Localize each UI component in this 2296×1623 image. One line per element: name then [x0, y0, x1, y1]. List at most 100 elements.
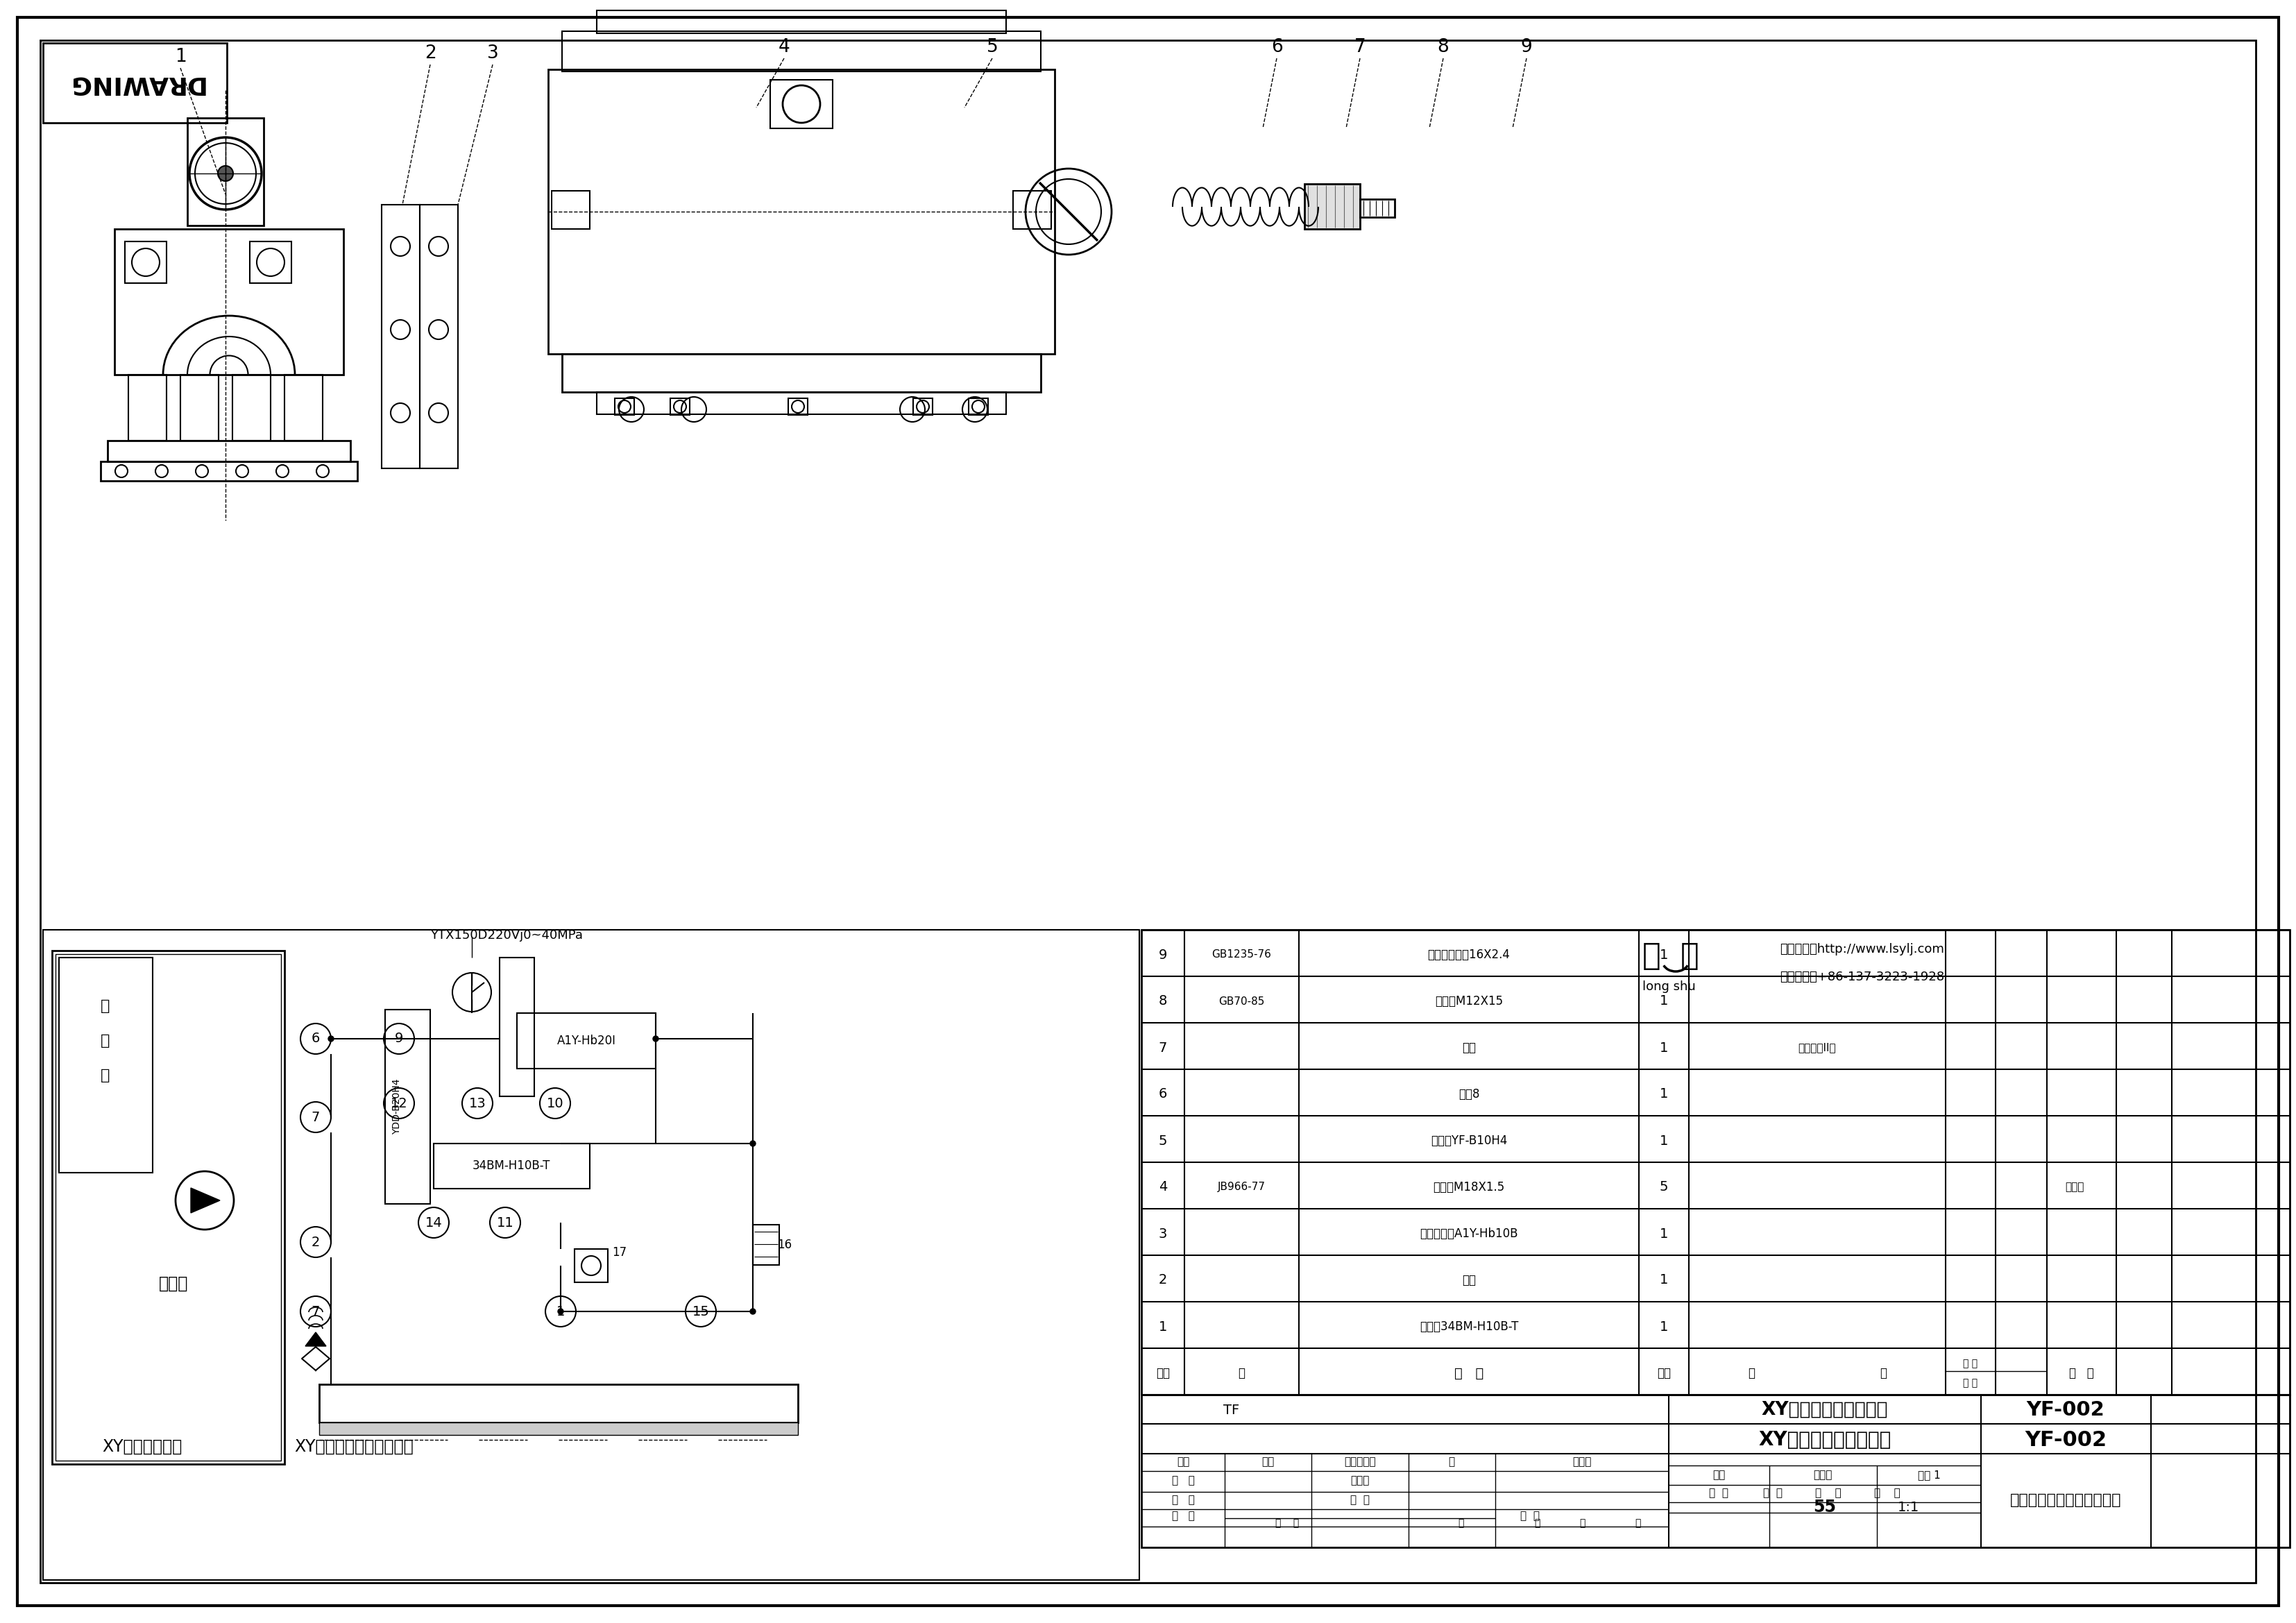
Text: 筱: 筱	[101, 1068, 110, 1083]
Text: 控: 控	[101, 1034, 110, 1048]
Text: 1:1: 1:1	[1896, 1501, 1919, 1514]
Bar	[753, 1225, 778, 1264]
Text: 产品展示：http://www.lsylj.com: 产品展示：http://www.lsylj.com	[1779, 943, 1945, 956]
Text: 5: 5	[987, 39, 999, 57]
Text: 油管接M18X1.5: 油管接M18X1.5	[1433, 1182, 1504, 1193]
Text: 13: 13	[468, 1097, 487, 1110]
Bar	[670, 398, 689, 415]
Text: 压盖: 压盖	[1463, 1042, 1476, 1053]
Text: 共: 共	[1458, 1518, 1463, 1527]
Text: 审   核: 审 核	[1171, 1511, 1194, 1521]
Text: 1: 1	[1660, 1319, 1669, 1334]
Text: 电: 电	[101, 1000, 110, 1013]
Text: 7: 7	[312, 1305, 319, 1318]
Text: 换向阀34BM-H10B-T: 换向阀34BM-H10B-T	[1419, 1321, 1518, 1332]
Text: A1Y-Hb20I: A1Y-Hb20I	[558, 1034, 615, 1047]
Text: 11: 11	[496, 1216, 514, 1229]
Text: 技术支持：+86-137-3223-1928: 技术支持：+86-137-3223-1928	[1779, 971, 1945, 984]
Bar	[285, 375, 324, 440]
Text: YF-002: YF-002	[2025, 1430, 2108, 1449]
Text: DRAWING: DRAWING	[67, 71, 204, 96]
Bar	[914, 398, 932, 415]
Text: 7: 7	[312, 1110, 319, 1123]
Text: 钙8: 钙8	[1458, 1087, 1479, 1100]
Text: 代: 代	[1238, 1367, 1244, 1380]
Text: GB70-85: GB70-85	[1219, 997, 1265, 1006]
Text: 液控单向阀A1Y-Hb10B: 液控单向阀A1Y-Hb10B	[1419, 1227, 1518, 1240]
Text: 数量: 数量	[1658, 1367, 1671, 1380]
Text: 张: 张	[1635, 1518, 1639, 1527]
Bar	[129, 375, 168, 440]
Bar	[551, 192, 590, 229]
Text: 9: 9	[1520, 39, 1531, 57]
Bar	[53, 951, 285, 1464]
Text: 16: 16	[776, 1238, 792, 1251]
Bar	[115, 229, 344, 375]
Text: 材料: 材料	[1713, 1470, 1724, 1480]
Text: 单 重: 单 重	[1963, 1358, 1977, 1368]
Text: 7: 7	[1159, 1042, 1166, 1055]
Text: 滤油器YF-B10H4: 滤油器YF-B10H4	[1430, 1134, 1506, 1147]
Text: 设   计: 设 计	[1171, 1475, 1194, 1487]
Text: XY自动保压型阀体组件: XY自动保压型阀体组件	[1761, 1401, 1887, 1419]
Text: 1: 1	[556, 1305, 565, 1318]
Text: YTX150D220Vj0~40MPa: YTX150D220Vj0~40MPa	[429, 928, 583, 941]
Bar	[563, 31, 1040, 71]
Bar	[188, 118, 264, 226]
Bar	[1304, 183, 1359, 229]
Text: 5: 5	[1159, 1134, 1166, 1147]
Text: 1: 1	[174, 47, 186, 67]
Text: 标准化: 标准化	[1350, 1475, 1368, 1487]
Text: 序号: 序号	[1155, 1367, 1171, 1380]
Bar	[1141, 1394, 2289, 1547]
Text: 签: 签	[1449, 1457, 1456, 1467]
Bar	[434, 1144, 590, 1188]
Text: 1: 1	[1159, 1319, 1166, 1334]
Bar	[1359, 200, 1394, 217]
Text: XY型液压站总成: XY型液压站总成	[103, 1438, 181, 1456]
Text: 字日期: 字日期	[1573, 1457, 1591, 1467]
Bar	[55, 954, 280, 1461]
Text: 图  样: 图 样	[1708, 1488, 1729, 1498]
Text: 内六角M12X15: 内六角M12X15	[1435, 995, 1504, 1008]
Text: 龙: 龙	[1642, 941, 1660, 971]
Bar	[969, 398, 987, 415]
Bar	[124, 242, 168, 282]
Text: 1: 1	[1660, 1087, 1669, 1100]
Text: 3: 3	[487, 44, 498, 62]
Text: 17: 17	[613, 1246, 627, 1259]
Text: 校   对: 校 对	[1171, 1495, 1194, 1506]
Bar	[549, 70, 1054, 354]
Text: YF-002: YF-002	[2027, 1401, 2105, 1420]
Text: 名   号: 名 号	[1453, 1367, 1483, 1380]
Text: 工  艺: 工 艺	[1520, 1511, 1541, 1521]
Text: 备   注: 备 注	[2069, 1367, 2094, 1380]
Text: 1: 1	[1660, 1042, 1669, 1055]
Text: 杭州龙舒过滤设备有限公司: 杭州龙舒过滤设备有限公司	[2009, 1493, 2122, 1508]
Bar	[769, 80, 833, 128]
Circle shape	[652, 1035, 659, 1042]
Bar	[615, 398, 634, 415]
Text: 2: 2	[425, 44, 436, 62]
Bar	[60, 958, 152, 1173]
Text: 号形密封圈16X2.4: 号形密封圈16X2.4	[1428, 948, 1511, 961]
Text: YDD-B20H4: YDD-B20H4	[393, 1079, 402, 1134]
Text: 1: 1	[1660, 1134, 1669, 1147]
Text: 4: 4	[1159, 1180, 1166, 1195]
Text: 4: 4	[778, 39, 790, 57]
Text: 1: 1	[1660, 995, 1669, 1008]
Bar	[101, 461, 358, 480]
Text: 液压站: 液压站	[158, 1276, 188, 1292]
Text: 硅素钉制II组: 硅素钉制II组	[1798, 1042, 1837, 1053]
Text: 5: 5	[1660, 1180, 1669, 1195]
Bar	[44, 930, 1139, 1579]
Bar	[501, 958, 535, 1097]
Bar	[108, 440, 351, 461]
Text: 比    例: 比 例	[1874, 1488, 1901, 1498]
Text: 日    期: 日 期	[1274, 1518, 1300, 1527]
Text: 6: 6	[1159, 1087, 1166, 1100]
Text: 8: 8	[1159, 995, 1166, 1008]
Bar	[381, 204, 420, 469]
Bar	[181, 375, 218, 440]
Bar	[1141, 930, 2289, 1394]
